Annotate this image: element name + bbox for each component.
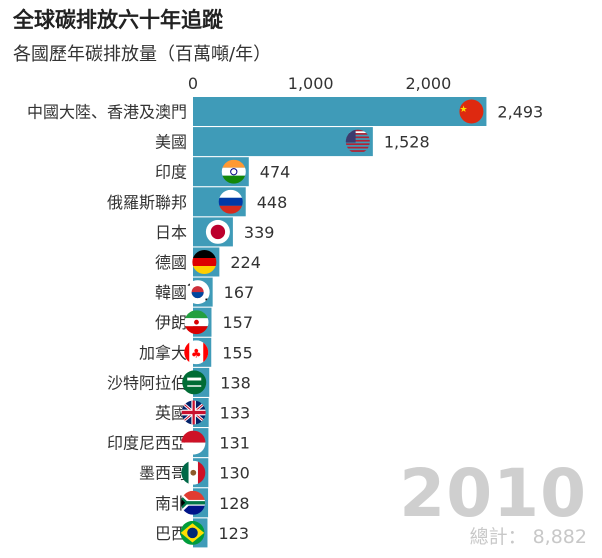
value-label: 224 — [230, 253, 261, 272]
value-label: 474 — [260, 163, 291, 182]
category-label: 日本 — [155, 223, 187, 242]
mexico-flag-icon — [181, 460, 206, 485]
india-flag-icon — [221, 159, 246, 184]
germany-flag-icon — [192, 250, 217, 274]
total-value: 8,882 — [532, 526, 587, 548]
x-tick-label: 2,000 — [405, 74, 451, 93]
category-label: 沙特阿拉伯 — [107, 373, 187, 392]
indonesia-flag-icon — [181, 430, 206, 455]
canada-flag-icon: ♣ — [184, 340, 209, 365]
usa-flag-icon — [345, 129, 370, 152]
value-label: 133 — [220, 404, 251, 423]
bar — [193, 127, 373, 157]
russia-flag-icon — [218, 189, 243, 214]
brazil-flag-icon — [180, 520, 205, 545]
category-label: 南非 — [155, 494, 187, 513]
year-label: 2010 — [399, 455, 587, 532]
japan-flag-icon — [205, 219, 230, 244]
category-label: 加拿大 — [139, 343, 187, 362]
category-label: 美國 — [155, 133, 187, 152]
category-label: 印度尼西亞 — [107, 434, 187, 453]
chart-subtitle: 各國歷年碳排放量（百萬噸/年） — [13, 44, 272, 65]
value-label: 339 — [244, 223, 275, 242]
x-tick-label: 0 — [188, 74, 198, 93]
category-label: 俄羅斯聯邦 — [107, 193, 187, 212]
value-label: 155 — [222, 343, 253, 362]
korea-flag-icon — [185, 280, 210, 305]
value-label: 1,528 — [384, 133, 430, 152]
value-label: 128 — [219, 494, 250, 513]
bar — [193, 97, 487, 126]
category-label: 印度 — [155, 163, 187, 182]
category-label: 韓國 — [155, 283, 187, 302]
value-label: 138 — [220, 373, 251, 392]
value-label: 157 — [222, 313, 253, 332]
category-label: 墨西哥 — [139, 464, 187, 483]
total-readout: 總計： 8,882 — [464, 522, 587, 549]
category-label: 伊朗 — [155, 313, 187, 332]
iran-flag-icon — [184, 310, 209, 335]
total-label: 總計： — [469, 526, 527, 548]
china-flag-icon: ★ — [459, 99, 484, 124]
category-label: 英國 — [155, 404, 187, 423]
category-label: 巴西 — [155, 524, 187, 543]
saudi-flag-icon — [182, 370, 207, 395]
svg-text:♣: ♣ — [191, 347, 202, 361]
value-label: 167 — [224, 283, 255, 302]
category-label: 德國 — [155, 253, 187, 272]
x-tick-label: 1,000 — [288, 74, 334, 93]
chart-title: 全球碳排放六十年追蹤 — [13, 8, 223, 32]
value-label: 2,493 — [497, 103, 543, 122]
value-label: 123 — [218, 524, 249, 543]
value-label: 448 — [257, 193, 288, 212]
svg-text:★: ★ — [460, 105, 468, 115]
value-label: 131 — [219, 434, 250, 453]
category-label: 中國大陸、香港及澳門 — [27, 103, 187, 122]
value-label: 130 — [219, 464, 250, 483]
